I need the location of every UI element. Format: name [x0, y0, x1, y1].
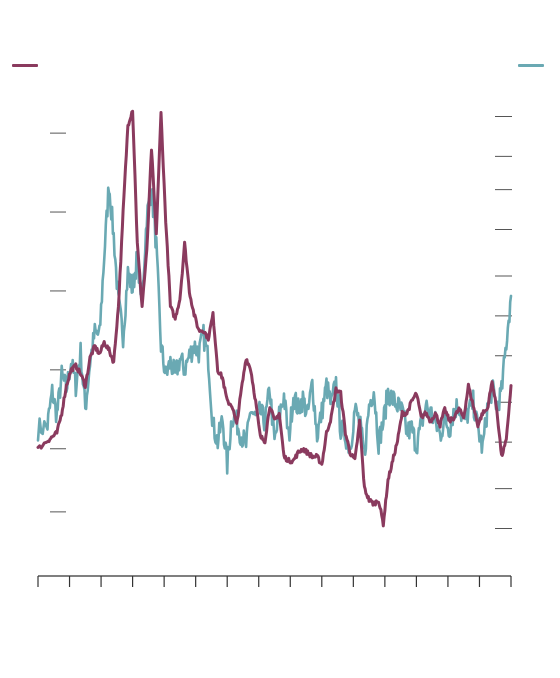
series-line-left — [36, 109, 513, 528]
x-axis — [37, 575, 512, 587]
legend-swatch-right-series — [518, 64, 544, 67]
series-layer — [36, 109, 513, 528]
left-axis-ticks — [50, 132, 66, 513]
legend-swatch-left-series — [12, 64, 38, 67]
series-line-right — [36, 186, 513, 475]
